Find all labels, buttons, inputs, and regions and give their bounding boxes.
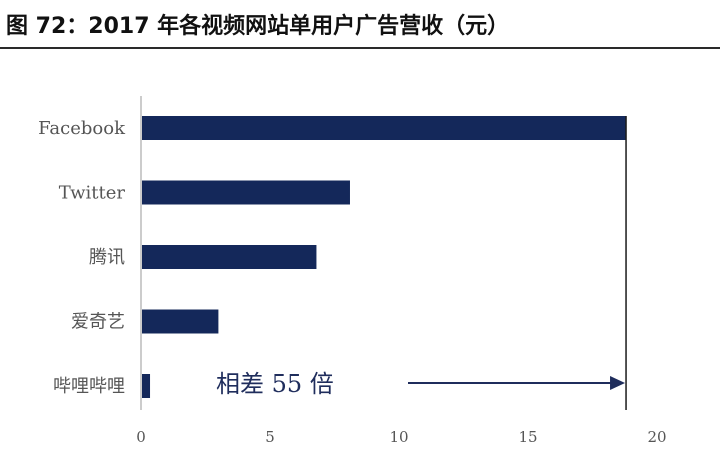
category-label-4: 哔哩哔哩: [53, 376, 125, 397]
bar-0: [142, 116, 627, 140]
category-label-0: Facebook: [38, 118, 126, 139]
annotation-layer: 相差 55 倍: [216, 116, 627, 410]
ticks-layer: 0 5 10 15 20: [136, 428, 666, 446]
chart-title: 图 72：2017 年各视频网站单用户广告营收（元）: [6, 14, 510, 39]
x-tick-label-1: 5: [265, 428, 275, 446]
title-divider: [0, 47, 720, 49]
x-tick-label-2: 10: [389, 428, 408, 446]
x-tick-label-3: 15: [518, 428, 537, 446]
bar-1: [142, 180, 350, 205]
annotation-text: 相差 55 倍: [216, 370, 334, 398]
bar-4: [142, 374, 151, 398]
annotation-arrow-head: [610, 376, 626, 390]
category-label-3: 爱奇艺: [71, 312, 125, 333]
bar-3: [142, 309, 219, 334]
x-tick-label-0: 0: [136, 428, 146, 446]
bars-layer: [142, 116, 627, 398]
category-label-1: Twitter: [59, 183, 126, 204]
title-bar: 图 72：2017 年各视频网站单用户广告营收（元）: [0, 0, 720, 49]
category-label-2: 腾讯: [89, 247, 125, 268]
bar-2: [142, 245, 317, 269]
x-tick-label-4: 20: [647, 428, 666, 446]
